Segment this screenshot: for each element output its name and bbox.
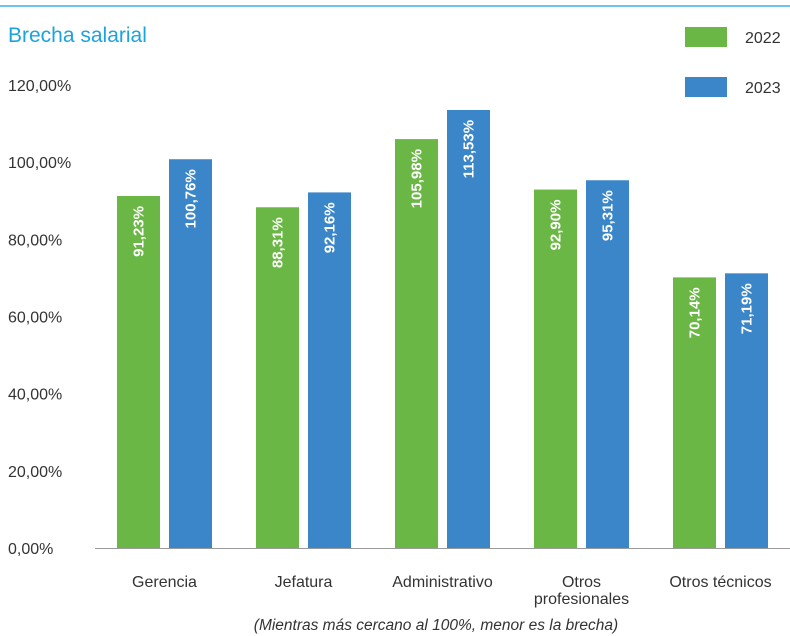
bar-value-label: 100,76%	[183, 169, 200, 228]
legend-swatch-2022	[685, 27, 727, 47]
category-label: Otros profesionales	[534, 574, 629, 608]
y-tick-label: 40,00%	[8, 387, 62, 404]
bar-value-label: 88,31%	[270, 217, 287, 268]
category-label: Jefatura	[275, 574, 333, 591]
value-labels: 91,23% 100,76% 88,31% 92,16% 105,98% 113,53% 9…	[131, 120, 756, 338]
bar-value-label: 105,98%	[409, 149, 426, 208]
bar-value-label: 95,31%	[600, 190, 617, 241]
bar-value-label: 91,23%	[131, 206, 148, 257]
bar-value-label: 113,53%	[461, 120, 478, 178]
legend-label-2022: 2022	[745, 30, 781, 47]
bar-2023	[586, 180, 629, 548]
bar-value-label: 92,16%	[322, 202, 339, 253]
y-tick-label: 80,00%	[8, 232, 62, 249]
bar-value-label: 92,90%	[548, 200, 565, 251]
category-label: Otros técnicos	[669, 574, 771, 591]
category-label: Administrativo	[392, 574, 493, 591]
y-tick-label: 120,00%	[8, 78, 71, 95]
y-tick-label: 20,00%	[8, 464, 62, 481]
bar-value-label: 71,19%	[739, 283, 756, 334]
y-axis: 0,00% 20,00% 40,00% 60,00% 80,00% 100,00% 120,…	[8, 78, 71, 558]
legend-label-2023: 2023	[745, 80, 781, 97]
legend-swatch-2023	[685, 77, 727, 97]
bar-2022	[673, 277, 716, 548]
bar-2022	[117, 196, 160, 548]
bar-2022	[256, 207, 299, 549]
bar-value-label: 70,14%	[687, 287, 704, 338]
bar-2023	[725, 273, 768, 548]
bar-2022	[395, 139, 438, 549]
bar-2023	[308, 192, 351, 548]
y-tick-label: 0,00%	[8, 541, 53, 558]
x-axis: Gerencia Jefatura Administrativo Otros profe…	[95, 548, 790, 608]
category-label: Gerencia	[132, 574, 197, 591]
bar-2022	[534, 189, 577, 548]
chart-note: (Mientras más cercano al 100%, menor es …	[254, 617, 618, 634]
y-tick-label: 100,00%	[8, 155, 71, 172]
bar-2023	[447, 109, 490, 549]
chart-title: Brecha salarial	[8, 24, 147, 47]
y-tick-label: 60,00%	[8, 310, 62, 327]
bar-2023	[169, 159, 212, 549]
legend: 2022 2023	[685, 27, 781, 97]
bars	[117, 109, 768, 549]
